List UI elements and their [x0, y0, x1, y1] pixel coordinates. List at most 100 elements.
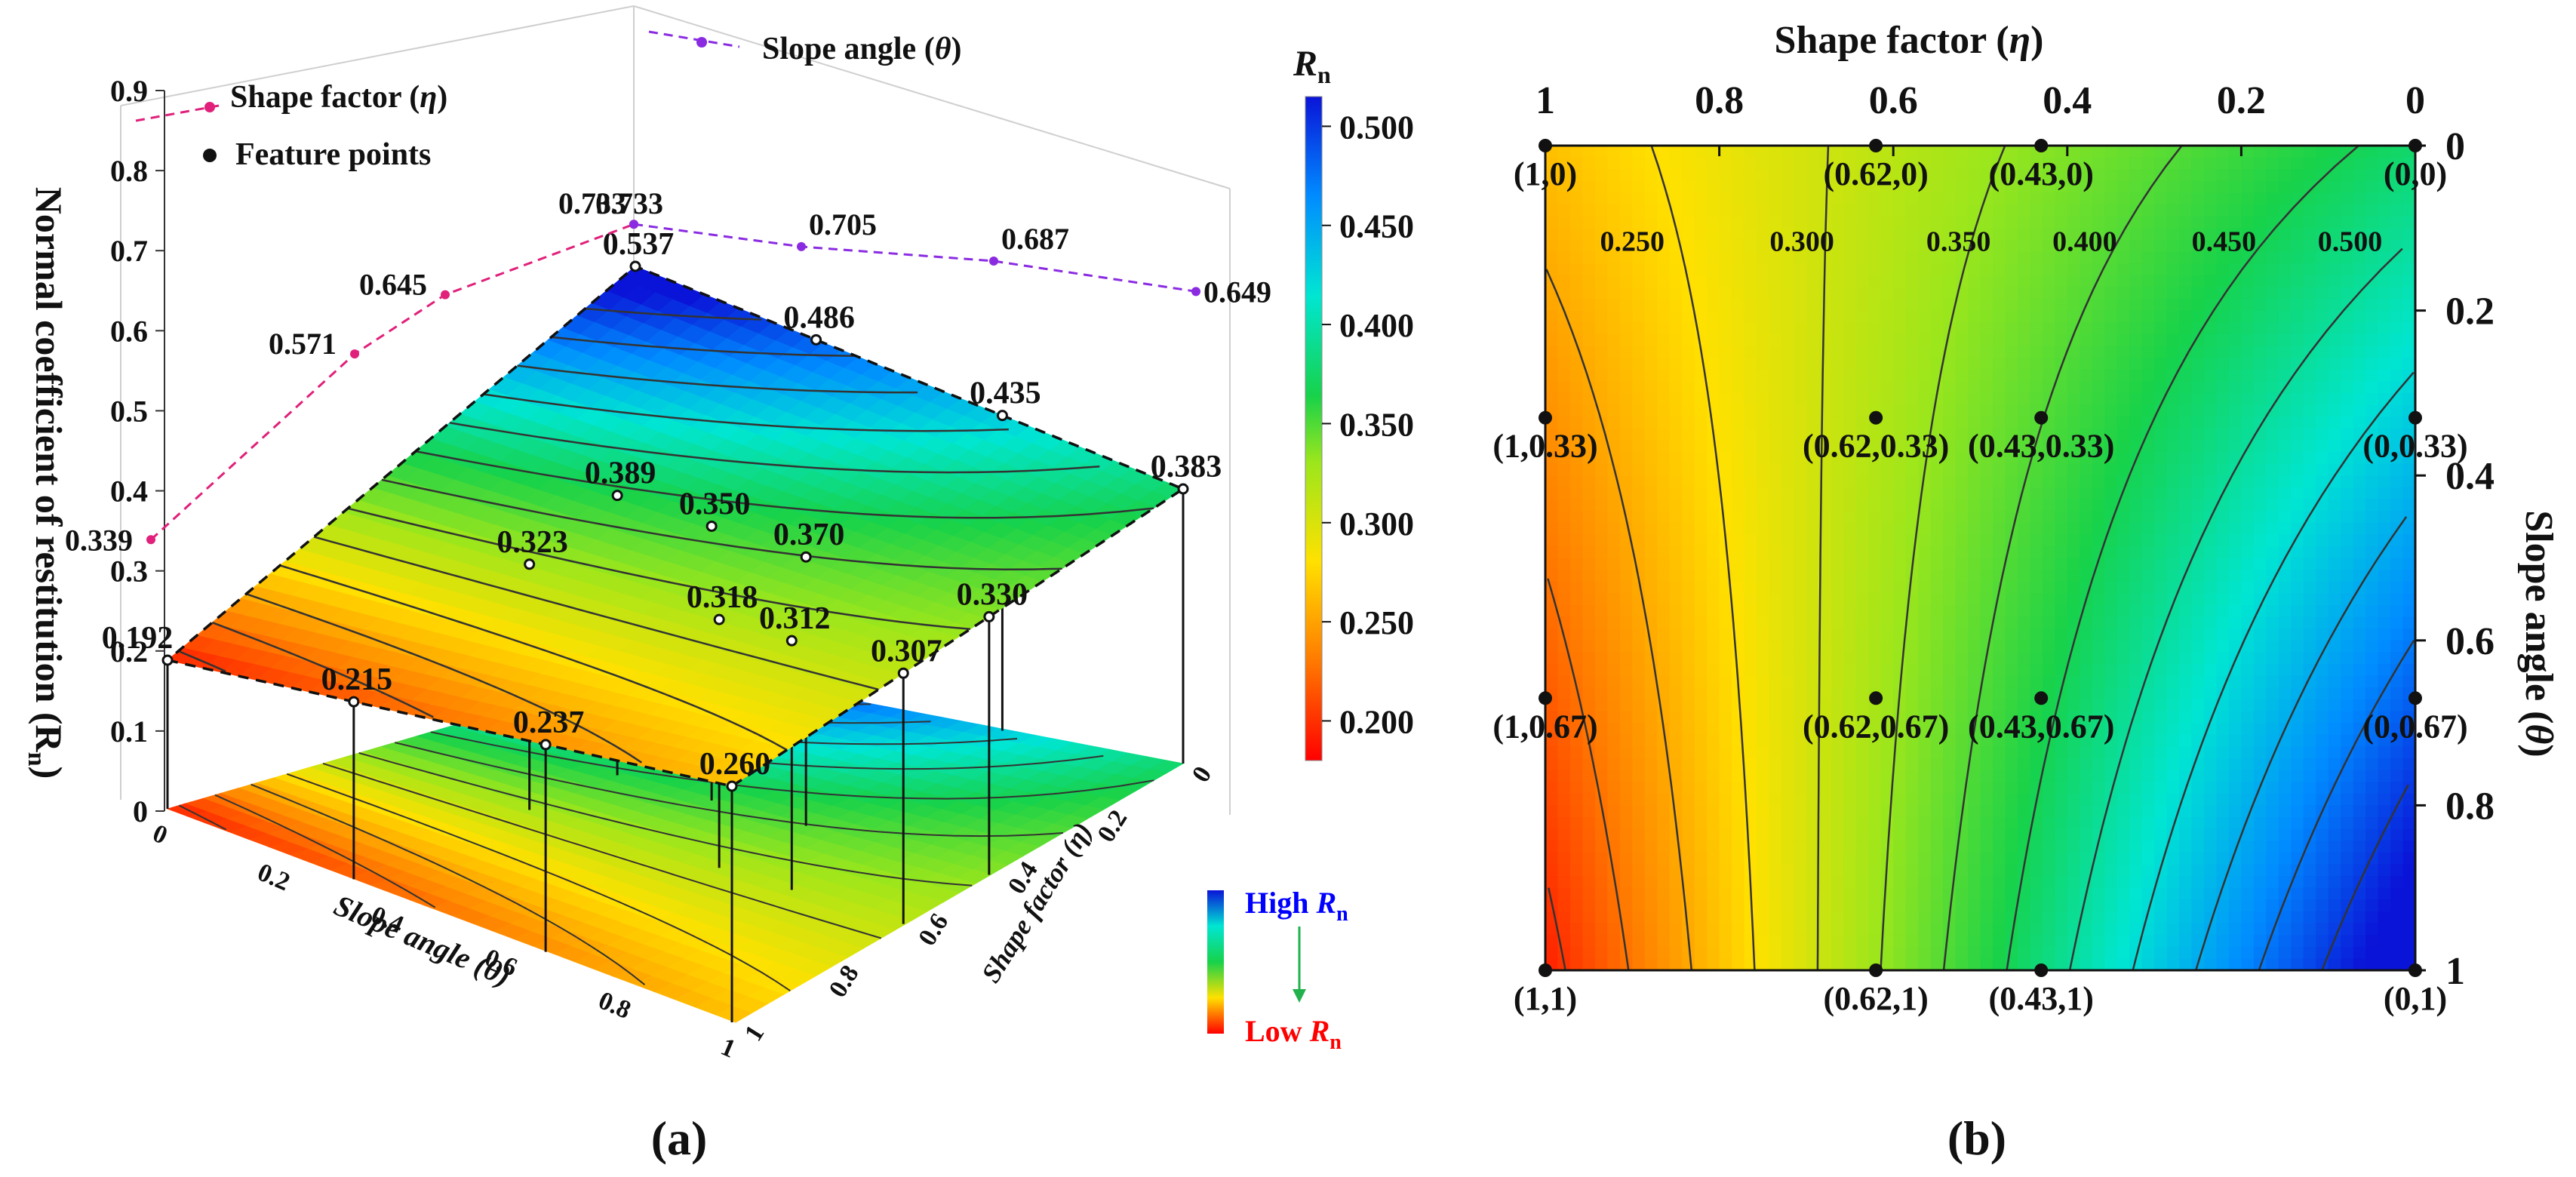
contour-cell: [1744, 392, 1757, 406]
contour-cell: [1794, 758, 1807, 771]
contour-cell: [1943, 616, 1957, 629]
contour-cell: [1545, 251, 1559, 264]
contour-cell: [1943, 487, 1957, 500]
contour-cell: [1607, 640, 1621, 653]
contour-cell: [1594, 616, 1609, 629]
slope-tick-label: 1: [717, 1033, 739, 1064]
contour-cell: [1781, 723, 1795, 736]
contour-cell: [2030, 475, 2043, 488]
contour-cell: [1757, 322, 1770, 335]
contour-cell: [1843, 782, 1857, 794]
contour-cell: [1657, 263, 1671, 276]
contour-cell: [1781, 463, 1795, 476]
contour-cell: [1607, 746, 1621, 759]
contour-cell: [1707, 946, 1720, 960]
contour-cell: [1781, 358, 1795, 370]
contour-cell: [1943, 652, 1957, 665]
contour-cell: [2017, 322, 2031, 335]
contour-cell: [1880, 322, 1894, 335]
contour-cell: [1843, 593, 1857, 606]
contour-cell: [1843, 287, 1857, 300]
contour-cell: [1918, 782, 1932, 794]
contour-cell: [1893, 923, 1907, 936]
contour-cell: [1694, 392, 1708, 406]
contour-cell: [1644, 758, 1658, 771]
contour-cell: [1582, 782, 1596, 794]
contour-cell: [1545, 463, 1559, 476]
contour-cell: [1992, 935, 2006, 948]
legend-feature-label: Feature points: [235, 137, 431, 172]
contour-cell: [1794, 593, 1807, 606]
contour-cell: [2005, 228, 2018, 241]
contour-cell: [1732, 275, 1745, 288]
contour-cell: [2005, 487, 2018, 500]
contour-cell: [1657, 511, 1671, 524]
contour-cell: [1781, 876, 1795, 889]
contour-cell: [2042, 499, 2056, 512]
contour-cell: [1930, 628, 1944, 641]
contour-cell: [1732, 805, 1745, 818]
contour-cell: [2067, 358, 2081, 370]
shape-factor-point-label: 0.645: [359, 268, 427, 302]
contour-cell: [1930, 604, 1944, 618]
contour-cell: [1992, 640, 2006, 653]
contour-cell: [1607, 711, 1621, 724]
contour-cell: [1669, 593, 1683, 606]
contour-cell: [1644, 346, 1658, 358]
contour-cell: [1868, 275, 1882, 288]
contour-cell: [1744, 675, 1757, 689]
contour-cell: [1843, 392, 1857, 406]
contour-cell: [1557, 511, 1571, 524]
contour-cell: [2030, 746, 2043, 759]
contour-cell: [1843, 298, 1857, 312]
contour-cell: [1557, 545, 1571, 559]
contour-cell: [1831, 499, 1845, 512]
contour-cell: [1757, 664, 1770, 677]
contour-cell: [1955, 522, 1969, 536]
contour-cell: [1905, 358, 1919, 370]
contour-cell: [1719, 358, 1732, 370]
contour-cell: [1855, 287, 1870, 300]
contour-cell: [1831, 652, 1845, 665]
contour-cell: [1657, 404, 1671, 417]
contour-cell: [1619, 758, 1634, 771]
contour-cell: [1855, 828, 1870, 842]
contour-cell: [2005, 616, 2018, 629]
contour-cell: [1582, 522, 1596, 536]
slope-angle-point-label: 0.687: [1001, 222, 1069, 256]
contour-cell: [1569, 404, 1584, 417]
contour-cell: [1744, 723, 1757, 736]
contour-cell: [1818, 192, 1832, 205]
contour-cell: [1781, 746, 1795, 759]
contour-cell: [1582, 935, 1596, 948]
contour-cell: [2055, 570, 2068, 582]
contour-cell: [1880, 381, 1894, 394]
contour-cell: [1707, 275, 1720, 288]
contour-cell: [1657, 946, 1671, 960]
contour-cell: [1707, 487, 1720, 500]
contour-cell: [2017, 570, 2031, 582]
contour-cell: [1831, 310, 1845, 324]
contour-cell: [1744, 475, 1757, 488]
contour-cell: [1719, 958, 1732, 971]
contour-cell: [2067, 876, 2081, 889]
contour-cell: [1582, 581, 1596, 595]
shape-factor-point-label: 0.571: [269, 327, 337, 361]
contour-cell: [1843, 346, 1857, 358]
contour-cell: [1694, 675, 1708, 689]
contour-cell: [1607, 758, 1621, 771]
contour-cell: [1719, 864, 1732, 877]
contour-cell: [1806, 146, 1820, 158]
contour-cell: [1682, 675, 1695, 689]
contour-cell: [2042, 899, 2056, 912]
contour-cell: [1781, 652, 1795, 665]
contour-cell: [2017, 782, 2031, 794]
contour-cell: [1719, 369, 1732, 383]
contour-cell: [1744, 616, 1757, 629]
contour-cell: [1569, 899, 1584, 912]
contour-cell: [1757, 723, 1770, 736]
contour-cell: [1781, 852, 1795, 865]
contour-cell: [1732, 180, 1745, 194]
z-tick-label: 0.3: [110, 555, 148, 588]
contour-cell: [1732, 593, 1745, 606]
